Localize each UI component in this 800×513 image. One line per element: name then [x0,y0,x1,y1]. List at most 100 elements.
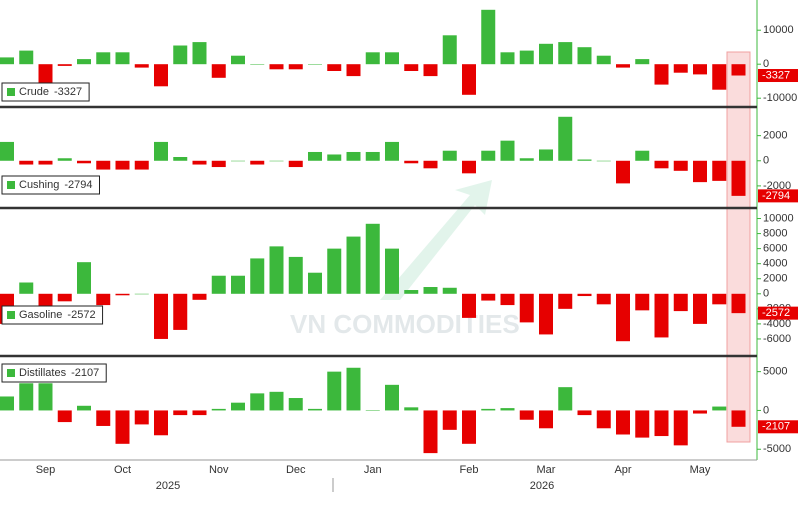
bar [134,160,149,170]
y-tick-label: 8000 [763,227,787,239]
bar [346,151,361,161]
bar [481,9,496,65]
bar [442,410,457,430]
bar [211,64,226,78]
bar [308,151,322,161]
bar [115,160,130,170]
bar [693,410,707,414]
bar [96,410,111,426]
bar [96,52,111,65]
bar [635,410,650,438]
bar [192,293,207,300]
bar [481,293,496,301]
bar [173,410,188,416]
bar [539,43,553,65]
bar [654,160,669,169]
bar [134,64,149,68]
bar [616,64,630,68]
legend-box [1,82,90,102]
legend-name: Distillates [19,367,67,379]
bar [731,160,746,196]
value-tag [758,306,798,320]
bar [462,160,476,174]
x-tick-label: Dec [286,464,306,476]
bar [173,157,188,161]
bar [57,410,72,423]
bar [558,116,573,161]
bar [288,160,303,168]
bar [134,410,149,425]
bar [404,290,419,294]
bar [577,47,592,65]
bar [673,64,688,73]
bar [154,141,168,161]
bar [38,64,53,83]
bar [19,383,34,411]
bar [154,410,168,436]
value-tag [758,69,798,83]
bar [327,64,342,71]
bar [596,410,611,429]
bar [462,410,476,444]
legend-value: -2794 [64,179,92,191]
value-tag-label: -2107 [762,421,790,433]
bar [0,57,14,65]
bar [327,154,342,161]
bar [577,159,592,161]
bar [635,59,650,65]
bar [308,64,322,65]
bar [673,293,688,312]
bar [77,59,91,65]
legend-swatch [7,369,15,377]
bar [577,410,592,416]
bar [519,50,534,65]
legend-swatch [7,88,15,96]
bar [519,293,534,323]
bar [673,160,688,171]
bar [192,410,207,416]
bar [423,287,438,294]
bar [115,410,130,444]
legend-box [1,363,107,383]
y-tick-label: 4000 [763,258,787,270]
bar [654,410,669,437]
bar [250,160,265,165]
bar [231,55,245,65]
x-tick-label: Apr [614,464,631,476]
bar [269,160,284,162]
bar [77,160,91,164]
y-tick-label: 6000 [763,243,787,255]
bar [346,64,361,77]
bar [558,42,573,65]
bar [462,293,476,318]
y-tick-label: 5000 [763,366,787,378]
x-tick-label: May [690,464,711,476]
bar [19,160,34,165]
bar [404,64,419,71]
bar [442,35,457,65]
watermark: VN COMMODITIES [290,309,520,339]
bar [731,410,746,427]
y-tick-label: 0 [763,58,769,70]
x-tick-label: Jan [364,464,382,476]
bar [712,406,727,411]
y-tick-label: 0 [763,288,769,300]
bar [731,64,746,76]
legend-value: -3327 [54,86,82,98]
bar [558,293,573,309]
bar [173,45,188,65]
legend-box [1,305,104,325]
bar [365,410,380,411]
bar [327,371,342,411]
bar [442,150,457,161]
value-tag [758,189,798,203]
bar [77,262,91,294]
bar [596,293,611,305]
value-tag-label: -3327 [762,69,790,81]
bar [616,160,630,184]
bar [57,158,72,161]
bar [288,398,303,411]
y-tick-label: 2000 [763,273,787,285]
bar [500,408,515,411]
bar [481,150,496,161]
